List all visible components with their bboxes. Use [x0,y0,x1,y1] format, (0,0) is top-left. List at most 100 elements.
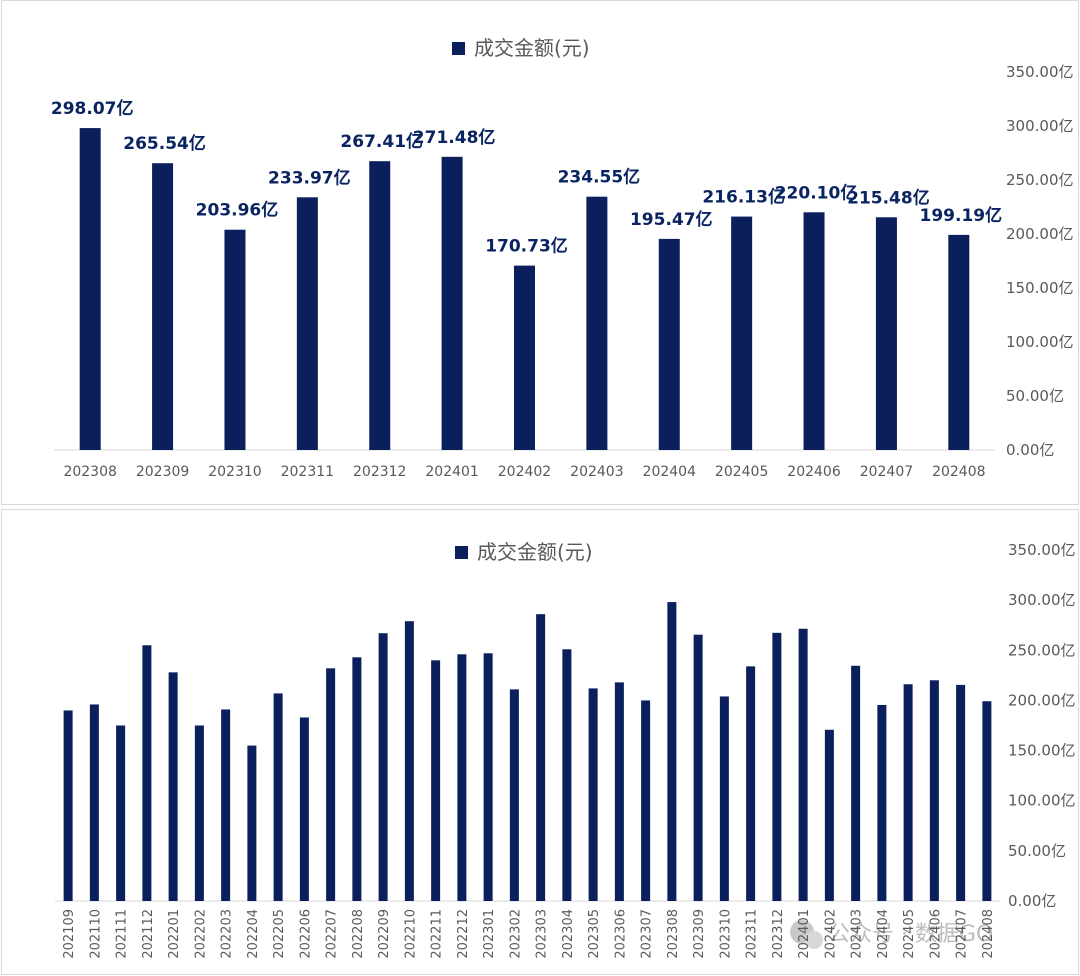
data-label: 234.55亿 [558,167,641,188]
bar [224,229,246,450]
x-tick-label: 202206 [298,909,313,959]
x-tick-label: 202211 [430,909,445,959]
watermark-text: 公众号 · 数据GO [828,922,993,947]
x-tick-label: 202404 [876,909,891,959]
legend: 成交金额(元) [455,540,593,564]
bar [441,156,463,450]
bar [731,216,753,450]
x-tick-label: 202210 [403,909,418,959]
x-tick-label: 202405 [902,909,917,959]
bar [693,634,703,901]
y-tick-label: 350.00亿 [1006,63,1074,81]
bar [824,729,834,901]
y-tick-label: 50.00亿 [1006,387,1064,405]
bar [746,666,756,901]
bar [929,680,939,901]
chart-panel-bottom: 公众号 · 数据GO 成交金额(元) 0.00亿 50.00亿 100.00亿 150.… [1,509,1079,975]
x-tick-label: 202310 [718,909,733,959]
x-tick-label: 202311 [281,464,334,480]
data-label: 215.48亿 [847,187,930,208]
x-tick-label: 202408 [981,909,996,959]
data-label: 170.73亿 [485,236,568,257]
bar [352,657,362,901]
y-tick-label: 0.00亿 [1006,441,1054,459]
x-tick-label: 202311 [745,909,760,959]
bar [514,265,535,450]
y-tick-label: 250.00亿 [1008,641,1076,659]
data-label: 220.10亿 [775,182,858,203]
x-tick-label: 202403 [850,909,865,959]
bar [273,693,283,901]
x-tick-label: 202407 [955,909,970,959]
bar [299,717,309,901]
x-tick-label: 202402 [498,464,551,480]
x-tick-label: 202204 [246,909,261,959]
x-tick-label: 202401 [425,464,478,480]
x-tick-label: 202403 [570,464,623,480]
bar [667,602,677,901]
bar [956,684,966,901]
watermark: 公众号 · 数据GO [790,920,993,949]
bar [194,725,204,901]
x-tick-label: 202401 [797,909,812,959]
wechat-icon [790,920,823,949]
bar [719,696,729,901]
y-tick-label: 0.00亿 [1008,892,1056,910]
bar [536,614,546,901]
bar [803,212,825,450]
x-tick-label: 202301 [482,909,497,959]
x-tick-label: 202309 [136,464,189,480]
bar [903,684,913,901]
y-tick-label: 300.00亿 [1008,591,1076,609]
x-tick-label: 202207 [325,909,340,959]
data-label: 267.41亿 [340,131,423,152]
x-tick-label: 202111 [115,909,130,959]
bar [562,649,572,901]
bar [142,645,152,901]
data-label: 195.47亿 [630,209,713,230]
data-label: 298.07亿 [51,98,134,119]
bar [875,217,897,450]
bar [326,668,336,901]
x-tick-label: 202408 [932,464,985,480]
y-tick-label: 100.00亿 [1006,333,1074,351]
x-tick-label: 202404 [643,464,697,480]
x-tick-label: 202109 [62,909,77,959]
x-tick-label: 202312 [771,909,786,959]
legend-swatch [452,42,465,55]
bar [247,745,257,901]
bar [982,701,992,901]
legend-swatch [455,546,468,559]
chart-panel-top: 成交金额(元) 0.00亿 50.00亿 100.00亿 150.00亿 200.00亿 2… [1,0,1079,505]
x-tick-label: 202203 [220,909,235,959]
x-tick-label: 202402 [823,909,838,959]
y-tick-label: 50.00亿 [1008,842,1066,860]
bar [116,725,126,901]
bar [296,197,318,450]
x-tick-label: 202212 [456,909,471,959]
y-tick-label: 150.00亿 [1008,742,1076,760]
data-label: 265.54亿 [123,133,206,154]
x-tick-label: 202308 [666,909,681,959]
x-tick-label: 202306 [613,909,628,959]
bar [798,628,808,901]
bar [221,709,231,901]
bar [79,128,101,450]
data-label: 203.96亿 [196,200,279,221]
bar [404,621,414,901]
y-tick-label: 350.00亿 [1008,541,1076,559]
x-tick-label: 202112 [141,909,156,959]
y-tick-label: 200.00亿 [1008,691,1076,709]
x-tick-label: 202303 [535,909,550,959]
bar-chart-monthly-history: 公众号 · 数据GO 成交金额(元) 0.00亿 50.00亿 100.00亿 150.… [55,540,1076,959]
bar [369,161,391,450]
bar [772,632,782,901]
x-tick-label: 202202 [193,909,208,959]
x-tick-label: 202304 [561,909,576,959]
x-tick-label: 202309 [692,909,707,959]
x-tick-label: 202305 [587,909,602,959]
data-label: 199.19亿 [920,205,1003,226]
x-tick-label: 202310 [208,464,261,480]
bar-chart-monthly-recent: 成交金额(元) 0.00亿 50.00亿 100.00亿 150.00亿 200.00亿 2… [51,36,1074,480]
x-tick-label: 202405 [715,464,768,480]
